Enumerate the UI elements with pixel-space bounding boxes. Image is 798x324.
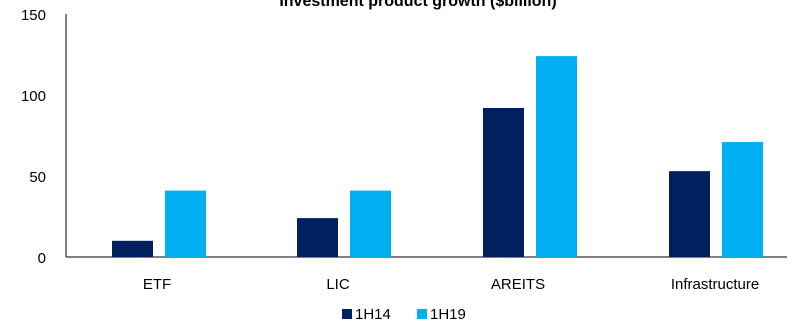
legend-label-1h19: 1H19 [430, 306, 466, 323]
bar-1h14-etf [112, 240, 153, 257]
y-axis-ticks: 0 50 100 150 [21, 7, 46, 267]
x-category-label: ETF [143, 276, 171, 293]
bar-1h14-infrastructure [669, 171, 710, 257]
y-tick-label: 150 [21, 7, 46, 24]
bar-1h19-areits [536, 56, 577, 258]
chart-title: Investment product growth ($billion) [279, 0, 556, 10]
bar-1h14-areits [483, 107, 524, 258]
legend: 1H14 1H19 [342, 306, 466, 323]
legend-swatch-1h14 [342, 309, 352, 319]
legend-label-1h14: 1H14 [355, 306, 391, 323]
y-tick-label: 100 [21, 88, 46, 105]
bar-1h14-lic [297, 218, 338, 257]
legend-swatch-1h19 [417, 309, 427, 319]
y-tick-label: 50 [29, 169, 46, 186]
y-tick-label: 0 [38, 250, 46, 267]
x-category-label: Infrastructure [671, 276, 759, 293]
x-category-label: LIC [326, 276, 350, 293]
bar-1h19-lic [350, 190, 391, 257]
bar-1h19-infrastructure [722, 141, 763, 257]
bars-group [112, 56, 763, 258]
x-category-label: AREITS [491, 276, 545, 293]
bar-1h19-etf [165, 190, 206, 257]
x-axis-labels: ETF LIC AREITS Infrastructure [143, 276, 759, 293]
